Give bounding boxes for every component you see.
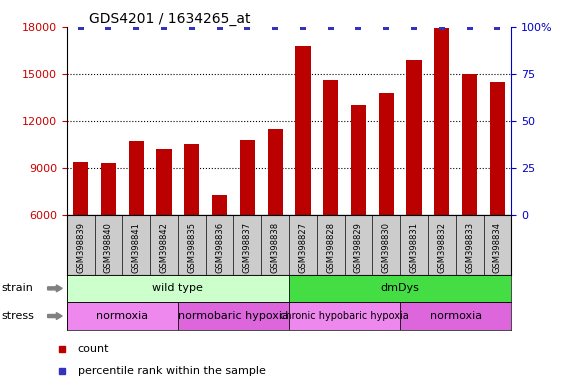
Text: count: count xyxy=(78,344,109,354)
Bar xyxy=(462,74,477,215)
Bar xyxy=(351,105,366,215)
Text: normobaric hypoxia: normobaric hypoxia xyxy=(178,311,289,321)
Bar xyxy=(128,141,144,215)
Text: stress: stress xyxy=(1,311,34,321)
Text: GSM398841: GSM398841 xyxy=(132,222,141,273)
Text: GSM398831: GSM398831 xyxy=(410,222,418,273)
Bar xyxy=(379,93,394,215)
Text: GSM398837: GSM398837 xyxy=(243,222,252,273)
Text: GSM398838: GSM398838 xyxy=(271,222,279,273)
Bar xyxy=(289,275,511,302)
Bar xyxy=(67,275,289,302)
Bar xyxy=(400,302,511,330)
Text: GSM398827: GSM398827 xyxy=(299,222,307,273)
Text: dmDys: dmDys xyxy=(381,283,419,293)
Text: wild type: wild type xyxy=(152,283,203,293)
Text: chronic hypobaric hypoxia: chronic hypobaric hypoxia xyxy=(280,311,409,321)
Text: GDS4201 / 1634265_at: GDS4201 / 1634265_at xyxy=(89,12,250,26)
Text: strain: strain xyxy=(1,283,33,293)
Text: GSM398836: GSM398836 xyxy=(215,222,224,273)
Text: GSM398840: GSM398840 xyxy=(104,222,113,273)
Bar xyxy=(323,80,338,215)
Text: GSM398833: GSM398833 xyxy=(465,222,474,273)
Bar xyxy=(267,129,283,215)
Text: GSM398835: GSM398835 xyxy=(187,222,196,273)
Text: GSM398839: GSM398839 xyxy=(76,222,85,273)
Bar xyxy=(295,46,311,215)
Bar xyxy=(434,28,450,215)
Bar xyxy=(67,302,178,330)
Bar xyxy=(407,60,422,215)
Text: GSM398830: GSM398830 xyxy=(382,222,391,273)
Text: GSM398832: GSM398832 xyxy=(437,222,446,273)
Text: GSM398834: GSM398834 xyxy=(493,222,502,273)
Text: GSM398842: GSM398842 xyxy=(160,222,168,273)
Text: percentile rank within the sample: percentile rank within the sample xyxy=(78,366,266,376)
Bar xyxy=(156,149,171,215)
Bar xyxy=(212,195,227,215)
Bar xyxy=(184,144,199,215)
Bar xyxy=(490,82,505,215)
Bar xyxy=(178,302,289,330)
Bar xyxy=(289,302,400,330)
Bar xyxy=(240,140,255,215)
Bar xyxy=(101,163,116,215)
Text: normoxia: normoxia xyxy=(96,311,148,321)
Text: GSM398828: GSM398828 xyxy=(326,222,335,273)
Text: GSM398829: GSM398829 xyxy=(354,222,363,273)
Text: normoxia: normoxia xyxy=(430,311,482,321)
Bar xyxy=(73,162,88,215)
